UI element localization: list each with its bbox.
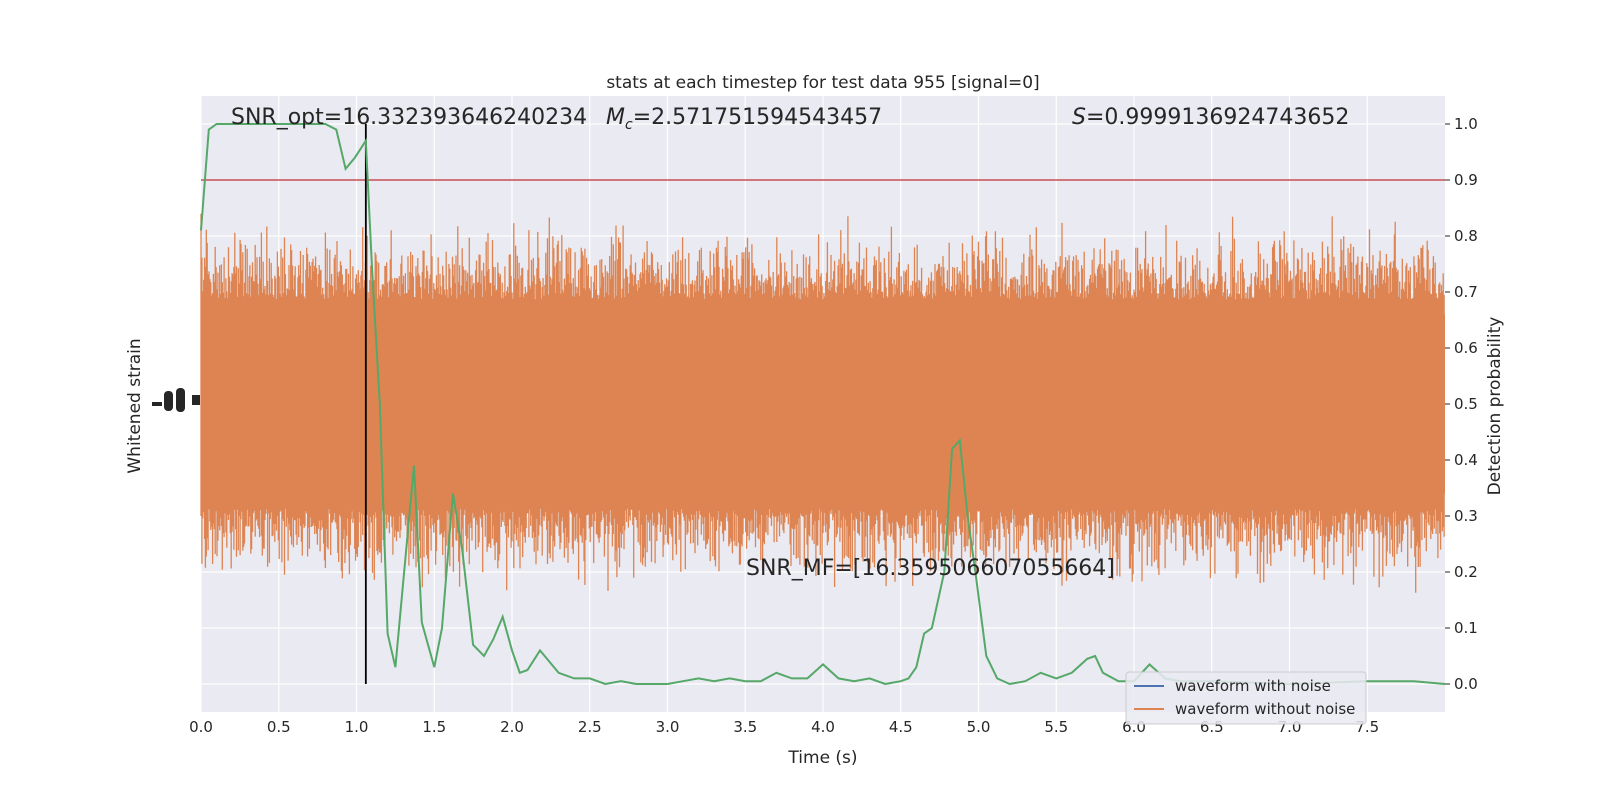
x-tick-label: 2.5 <box>578 718 602 736</box>
s-score-annotation: S=0.9999136924743652 <box>1072 105 1349 130</box>
y-tick-label: 0.2 <box>1454 563 1478 581</box>
snr-opt-annotation: SNR_opt=16.332393646240234 <box>231 105 587 130</box>
x-tick-label: 4.0 <box>811 718 835 736</box>
y-tick-label: 0.5 <box>1454 395 1478 413</box>
x-tick-label: 3.0 <box>656 718 680 736</box>
chirp-mass-value: =2.571751594543457 <box>633 105 882 130</box>
y-tick-label: 0.3 <box>1454 507 1478 525</box>
x-tick-label: 4.5 <box>889 718 913 736</box>
detection-probability-line <box>200 123 1446 686</box>
clean-waveform-core <box>201 314 1445 494</box>
legend-box <box>1125 671 1367 725</box>
legend-label-clean: waveform without noise <box>1175 700 1355 718</box>
chart-title: stats at each timestep for test data 955… <box>606 73 1039 93</box>
x-tick-label: 1.0 <box>345 718 369 736</box>
x-axis-label: Time (s) <box>787 748 857 768</box>
legend: waveform with noise waveform without noi… <box>1125 671 1367 725</box>
y-axis-right-ticks: 0.0 0.1 0.2 0.3 0.4 0.5 0.6 0.7 0.8 0.9 1.0 <box>1445 115 1478 693</box>
chirp-mass-subscript: c <box>625 117 633 133</box>
chirp-mass-annotation: Mc=2.571751594543457 <box>606 105 882 133</box>
legend-label-noisy: waveform with noise <box>1175 677 1331 695</box>
s-score-value: =0.9999136924743652 <box>1086 105 1349 130</box>
y-tick-label: 0.1 <box>1454 619 1478 637</box>
y-tick-label: 0.9 <box>1454 171 1478 189</box>
chirp-mass-symbol: M <box>606 105 625 130</box>
s-score-symbol: S <box>1072 105 1086 130</box>
clean-waveform-series <box>200 213 1445 593</box>
x-tick-label: 2.0 <box>500 718 524 736</box>
snr-mf-annotation: SNR_MF=[16.359506607055664] <box>746 556 1115 581</box>
left-axis-tick-glyphs <box>152 388 200 412</box>
y-axis-right-label: Detection probability <box>1485 317 1505 496</box>
x-tick-label: 1.5 <box>422 718 446 736</box>
y-tick-label: 0.8 <box>1454 227 1478 245</box>
y-tick-label: 0.6 <box>1454 339 1478 357</box>
y-tick-label: 0.7 <box>1454 283 1478 301</box>
x-tick-label: 5.0 <box>967 718 991 736</box>
y-tick-label: 1.0 <box>1454 115 1478 133</box>
x-tick-label: 0.5 <box>267 718 291 736</box>
y-tick-label: 0.0 <box>1454 675 1478 693</box>
x-tick-label: 5.5 <box>1044 718 1068 736</box>
x-tick-label: 3.5 <box>733 718 757 736</box>
y-axis-left-label: Whitened strain <box>125 338 145 473</box>
y-tick-label: 0.4 <box>1454 451 1478 469</box>
x-tick-label: 0.0 <box>189 718 213 736</box>
